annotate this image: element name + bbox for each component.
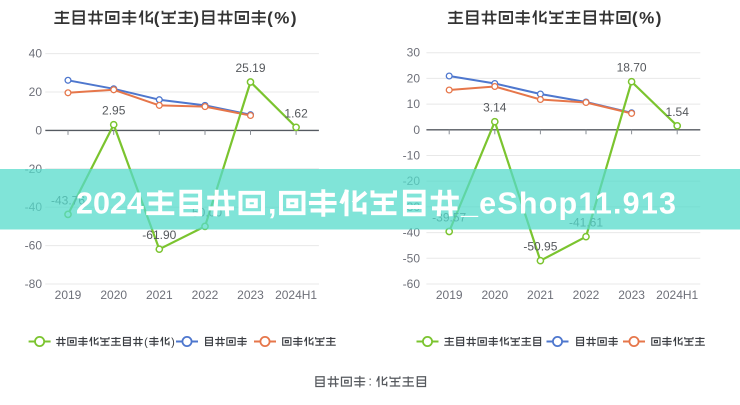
- svg-text:2024H1: 2024H1: [656, 288, 698, 302]
- svg-text:-50.95: -50.95: [523, 240, 557, 254]
- svg-text:2022: 2022: [573, 288, 600, 302]
- svg-text:2021: 2021: [527, 288, 554, 302]
- svg-text:20: 20: [407, 71, 421, 85]
- svg-text:-61.90: -61.90: [142, 228, 176, 242]
- svg-text:(%): (%): [632, 9, 663, 28]
- svg-text:2.95: 2.95: [102, 104, 126, 118]
- svg-text::: :: [368, 374, 372, 389]
- svg-text:-60: -60: [403, 277, 421, 291]
- svg-text:3.14: 3.14: [483, 101, 507, 115]
- svg-text:2021: 2021: [146, 288, 173, 302]
- svg-text:20: 20: [29, 85, 43, 99]
- svg-text:(%): (%): [267, 9, 298, 28]
- svg-text:2020: 2020: [100, 288, 127, 302]
- svg-text:-60: -60: [25, 239, 43, 253]
- svg-text:(: (: [154, 9, 161, 28]
- svg-text:2019: 2019: [436, 288, 463, 302]
- svg-text:,: ,: [268, 187, 276, 221]
- svg-text:2024: 2024: [76, 187, 144, 221]
- svg-text:2024H1: 2024H1: [275, 288, 317, 302]
- svg-text:(: (: [144, 337, 148, 349]
- svg-text:0: 0: [35, 123, 42, 137]
- svg-text:2020: 2020: [481, 288, 508, 302]
- svg-text:2022: 2022: [192, 288, 219, 302]
- svg-text:): ): [171, 337, 175, 349]
- svg-text:18.70: 18.70: [617, 61, 647, 75]
- svg-text:1.54: 1.54: [666, 105, 690, 119]
- svg-text:-50: -50: [403, 251, 421, 265]
- svg-text:1.62: 1.62: [284, 106, 308, 120]
- svg-text:2019: 2019: [55, 288, 82, 302]
- svg-text:-80: -80: [25, 277, 43, 291]
- svg-text:40: 40: [29, 47, 43, 61]
- svg-text:-10: -10: [403, 149, 421, 163]
- svg-text:): ): [193, 9, 200, 28]
- svg-text:30: 30: [407, 46, 421, 60]
- svg-text:0: 0: [413, 123, 420, 137]
- svg-text:2023: 2023: [618, 288, 645, 302]
- svg-text:2023: 2023: [237, 288, 264, 302]
- svg-text:_eShop11.913: _eShop11.913: [460, 187, 677, 221]
- svg-text:25.19: 25.19: [235, 61, 265, 75]
- svg-text:10: 10: [407, 97, 421, 111]
